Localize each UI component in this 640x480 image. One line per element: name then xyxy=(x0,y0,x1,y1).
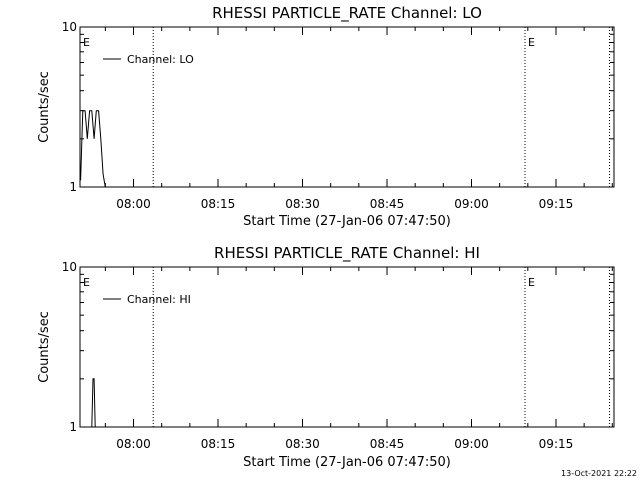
hi-y-tick-label: 10 xyxy=(62,260,77,274)
lo-x-tick-label: 09:15 xyxy=(539,197,574,211)
hi-x-tick-label: 08:30 xyxy=(285,437,320,451)
lo-y-ticks: 1 10 xyxy=(62,20,614,194)
lo-plot-frame xyxy=(79,26,615,188)
lo-channel-panel: RHESSI PARTICLE_RATE Channel: LO 08:00 08… xyxy=(37,4,615,229)
hi-x-tick-label: 08:00 xyxy=(116,437,151,451)
lo-x-tick-label: 08:15 xyxy=(201,197,236,211)
hi-x-axis-label: Start Time (27-Jan-06 07:47:50) xyxy=(243,455,451,470)
lo-series-line xyxy=(80,110,106,188)
hi-series-group xyxy=(91,378,97,428)
hi-event-marker-label: E xyxy=(83,276,90,289)
footer-timestamp: 13-Oct-2021 22:22 xyxy=(561,469,637,478)
hi-x-tick-label: 08:45 xyxy=(370,437,405,451)
lo-event-marker-label: E xyxy=(528,36,535,49)
hi-chart-title: RHESSI PARTICLE_RATE Channel: HI xyxy=(214,244,480,263)
hi-x-tick-label: 09:00 xyxy=(454,437,489,451)
lo-event-marker-label: E xyxy=(83,36,90,49)
lo-x-tick-label: 08:00 xyxy=(116,197,151,211)
hi-y-tick-label: 1 xyxy=(69,420,77,434)
hi-plot-frame xyxy=(79,266,615,428)
lo-legend-label: Channel: LO xyxy=(127,53,194,66)
lo-x-tick-label: 08:30 xyxy=(285,197,320,211)
hi-event-marker-label: E xyxy=(528,276,535,289)
lo-chart-title: RHESSI PARTICLE_RATE Channel: LO xyxy=(212,4,482,23)
lo-x-axis-label: Start Time (27-Jan-06 07:47:50) xyxy=(243,214,451,229)
hi-x-tick-label: 08:15 xyxy=(201,437,236,451)
lo-y-tick-label: 10 xyxy=(62,20,77,34)
lo-series-group xyxy=(80,110,106,188)
lo-y-tick-label: 1 xyxy=(69,180,77,194)
hi-y-ticks: 1 10 xyxy=(62,260,614,434)
lo-x-ticks: 08:00 08:15 08:30 08:45 09:00 09:15 xyxy=(104,27,613,211)
hi-x-tick-label: 09:15 xyxy=(539,437,574,451)
hi-y-axis-label: Counts/sec xyxy=(37,311,52,383)
hi-x-ticks: 08:00 08:15 08:30 08:45 09:00 09:15 xyxy=(104,267,613,451)
lo-x-tick-label: 08:45 xyxy=(370,197,405,211)
hi-legend-label: Channel: HI xyxy=(127,293,191,306)
hi-series-line xyxy=(91,378,97,428)
lo-y-axis-label: Counts/sec xyxy=(37,71,52,143)
lo-x-tick-label: 09:00 xyxy=(454,197,489,211)
hi-channel-panel: RHESSI PARTICLE_RATE Channel: HI 08:00 08… xyxy=(37,244,615,470)
